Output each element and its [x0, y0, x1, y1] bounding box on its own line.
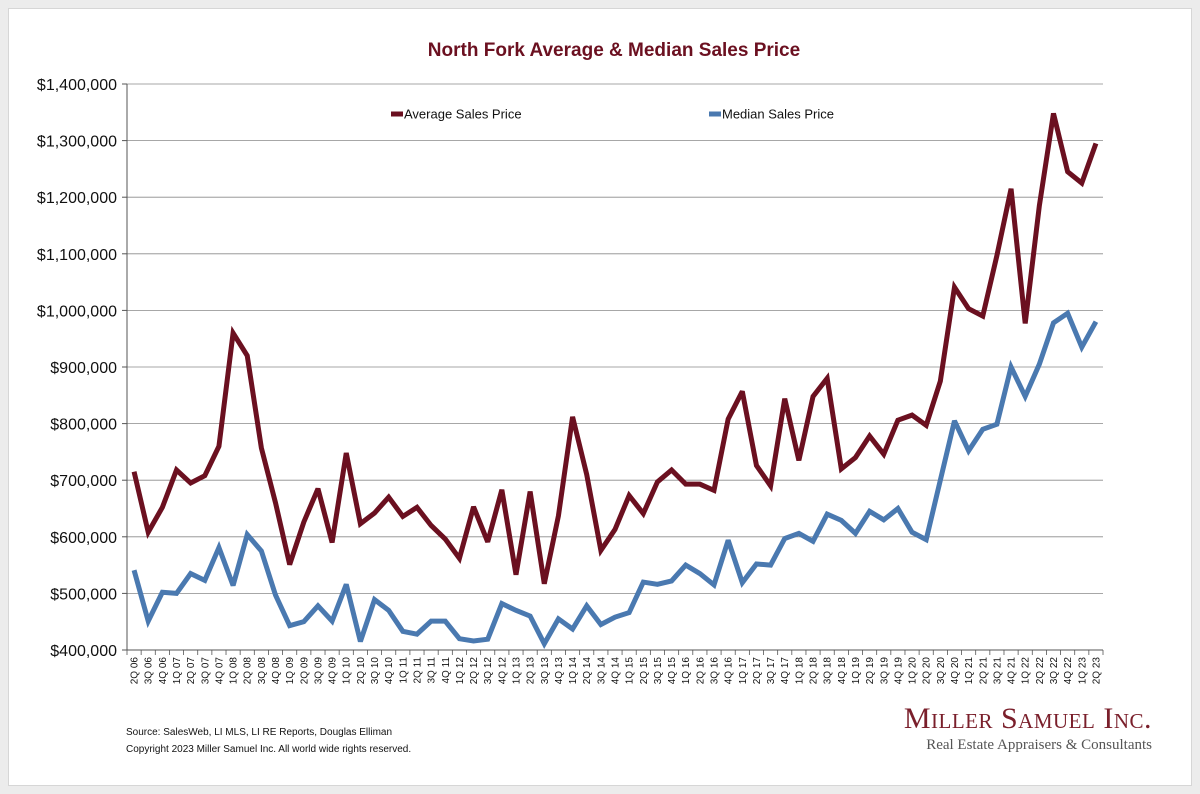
x-tick-label: 4Q 11 [441, 657, 452, 684]
x-tick-label: 1Q 09 [285, 657, 296, 685]
x-tick-label: 3Q 17 [766, 657, 777, 685]
y-tick-label: $1,300,000 [37, 134, 117, 151]
x-tick-label: 1Q 12 [455, 657, 466, 685]
source-note: Source: SalesWeb, LI MLS, LI RE Reports,… [126, 727, 393, 738]
x-tick-label: 4Q 18 [837, 657, 848, 685]
x-tick-label: 4Q 15 [667, 657, 678, 685]
x-tick-label: 3Q 20 [936, 657, 947, 685]
y-tick-label: $1,200,000 [37, 190, 117, 207]
x-tick-label: 1Q 23 [1077, 657, 1088, 685]
y-tick-label: $1,100,000 [37, 247, 117, 264]
x-tick-label: 4Q 08 [271, 657, 282, 685]
y-tick-label: $400,000 [50, 643, 117, 660]
x-tick-label: 4Q 13 [554, 657, 565, 685]
legend: Average Sales Price Median Sales Price [391, 107, 834, 122]
x-tick-label: 2Q 11 [412, 657, 423, 684]
x-tick-label: 2Q 13 [526, 657, 537, 685]
series-line-average-sales-price [131, 112, 1099, 585]
y-tick-label: $800,000 [50, 417, 117, 434]
brand-logo-text: Miller Samuel Inc. [903, 702, 1152, 735]
x-tick-label: 1Q 18 [794, 657, 805, 685]
x-tick-label: 3Q 09 [313, 657, 324, 685]
x-tick-label: 2Q 17 [752, 657, 763, 685]
x-tick-label: 1Q 17 [738, 657, 749, 685]
x-tick-label: 3Q 07 [200, 657, 211, 685]
x-tick-label: 2Q 09 [299, 657, 310, 685]
y-tick-label: $700,000 [50, 473, 117, 490]
x-tick-label: 1Q 16 [681, 657, 692, 685]
x-tick-label: 1Q 11 [398, 657, 409, 684]
y-tick-label: $500,000 [50, 586, 117, 603]
x-tick-label: 1Q 13 [511, 657, 522, 685]
x-tick-label: 1Q 08 [229, 657, 240, 685]
x-tick-label: 4Q 22 [1063, 657, 1074, 685]
x-tick-label: 3Q 06 [144, 657, 155, 685]
x-tick-label: 1Q 19 [851, 657, 862, 685]
x-tick-label: 4Q 07 [214, 657, 225, 685]
chart-title: North Fork Average & Median Sales Price [428, 40, 800, 61]
x-tick-label: 4Q 16 [724, 657, 735, 685]
x-tick-label: 3Q 21 [992, 657, 1003, 685]
x-tick-label: 3Q 13 [540, 657, 551, 685]
x-tick-label: 2Q 14 [582, 657, 593, 685]
x-tick-label: 3Q 22 [1049, 657, 1060, 685]
x-tick-label: 1Q 10 [342, 657, 353, 685]
x-tick-label: 1Q 21 [964, 657, 975, 685]
x-tick-label: 2Q 21 [978, 657, 989, 685]
x-tick-label: 3Q 08 [257, 657, 268, 685]
x-tick-label: 4Q 21 [1007, 657, 1018, 685]
x-tick-label: 2Q 07 [186, 657, 197, 685]
copyright-note: Copyright 2023 Miller Samuel Inc. All wo… [126, 744, 412, 755]
series-line-median-sales-price [131, 309, 1099, 650]
x-tick-label: 2Q 12 [469, 657, 480, 685]
x-tick-label: 2Q 18 [809, 657, 820, 685]
x-tick-label: 2Q 19 [865, 657, 876, 685]
y-tick-label: $1,000,000 [37, 303, 117, 320]
x-tick-label: 3Q 16 [710, 657, 721, 685]
x-tick-label: 2Q 16 [695, 657, 706, 685]
x-tick-label: 2Q 20 [922, 657, 933, 685]
x-tick-label: 1Q 14 [568, 657, 579, 685]
brand-tagline: Real Estate Appraisers & Consultants [926, 737, 1152, 753]
x-tick-label: 3Q 19 [879, 657, 890, 685]
x-tick-label: 2Q 15 [639, 657, 650, 685]
x-tick-label: 3Q 15 [653, 657, 664, 685]
y-axis: $400,000 $500,000 $600,000 $700,000 $800,000… [37, 77, 128, 660]
x-tick-label: 3Q 12 [483, 657, 494, 685]
x-tick-label: 3Q 18 [823, 657, 834, 685]
x-tick-label: 4Q 09 [328, 657, 339, 685]
x-axis: 2Q 06 3Q 06 4Q 06 1Q 07 2Q 07 3Q 07 4Q 07 1Q 08… [126, 650, 1104, 685]
y-tick-label: $900,000 [50, 360, 117, 377]
x-tick-label: 3Q 14 [596, 657, 607, 685]
x-tick-label: 4Q 17 [780, 657, 791, 685]
x-tick-label: 2Q 22 [1035, 657, 1046, 685]
x-tick-label: 2Q 10 [356, 657, 367, 685]
x-tick-label: 1Q 20 [908, 657, 919, 685]
legend-label-average-sales-price: Average Sales Price [404, 107, 522, 122]
x-tick-label: 3Q 10 [370, 657, 381, 685]
y-tick-label: $600,000 [50, 530, 117, 547]
x-tick-label: 4Q 20 [950, 657, 961, 685]
series-lines [131, 112, 1099, 650]
x-tick-label: 4Q 14 [611, 657, 622, 685]
x-tick-label: 2Q 23 [1091, 657, 1102, 685]
x-tick-label: 4Q 12 [497, 657, 508, 685]
gridlines [127, 83, 1103, 651]
x-tick-label: 4Q 10 [384, 657, 395, 685]
y-tick-label: $1,400,000 [37, 77, 117, 94]
x-tick-label: 4Q 06 [158, 657, 169, 685]
x-tick-label: 1Q 22 [1021, 657, 1032, 685]
x-tick-label: 3Q 11 [427, 657, 438, 684]
chart-frame [8, 8, 1192, 786]
x-tick-label: 2Q 08 [243, 657, 254, 685]
legend-label-median-sales-price: Median Sales Price [722, 107, 834, 122]
x-tick-label: 2Q 06 [130, 657, 141, 685]
x-tick-label: 1Q 07 [172, 657, 183, 685]
x-tick-label: 1Q 15 [625, 657, 636, 685]
x-tick-label: 4Q 19 [893, 657, 904, 685]
